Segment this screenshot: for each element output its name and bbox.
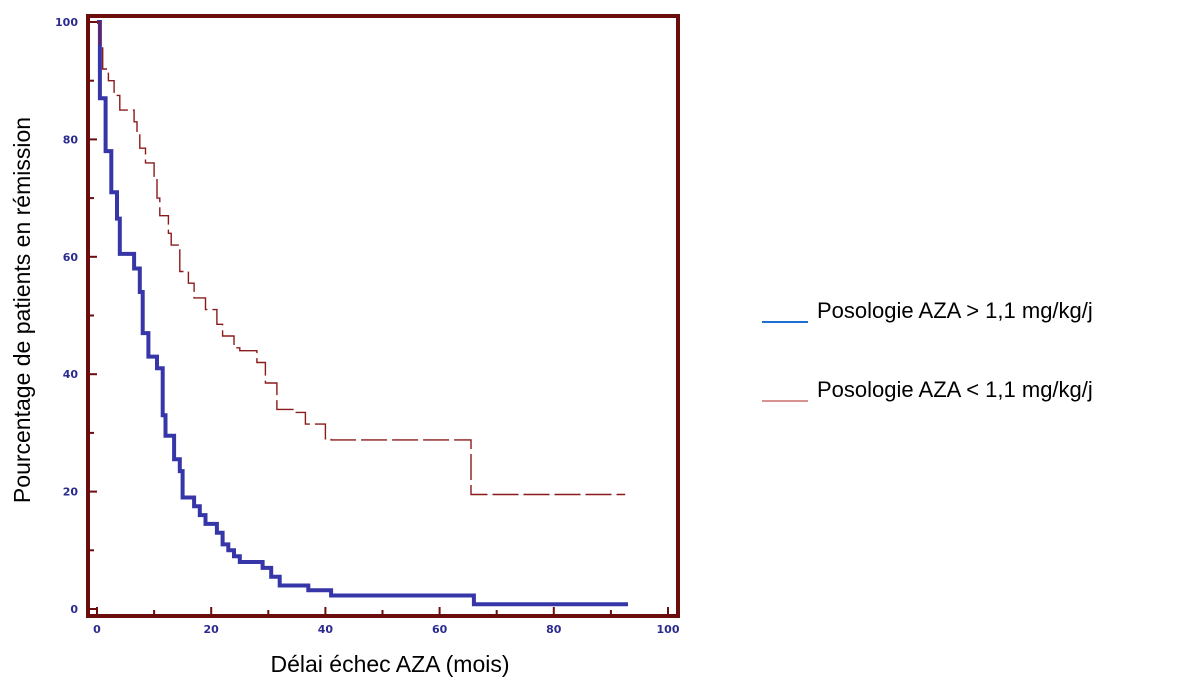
axes: 0 20 40 60 80 100 0 20 40 60 80 100 — [55, 14, 680, 636]
series-line-2 — [97, 21, 626, 496]
y-tick-label: 40 — [63, 368, 79, 381]
x-axis-title: Délai échec AZA (mois) — [270, 651, 509, 677]
legend: Posologie AZA > 1,1 mg/kg/j Posologie AZA… — [762, 298, 1093, 402]
legend-label-1: Posologie AZA > 1,1 mg/kg/j — [817, 298, 1093, 323]
y-tick-label: 20 — [63, 486, 79, 499]
y-tick-label: 0 — [70, 603, 78, 616]
x-tick-label: 20 — [204, 623, 220, 636]
y-tick-label: 100 — [55, 16, 78, 29]
y-tick-label: 60 — [63, 251, 79, 264]
x-tick-label: 40 — [318, 623, 334, 636]
y-axis-title: Pourcentage de patients en rémission — [9, 117, 35, 503]
plot-frame — [86, 14, 680, 618]
series-line-1 — [97, 20, 628, 607]
plot-area — [97, 20, 628, 607]
x-tick-label: 100 — [657, 623, 680, 636]
y-tick-label: 80 — [63, 133, 79, 146]
x-tick-label: 80 — [546, 623, 562, 636]
legend-label-2: Posologie AZA < 1,1 mg/kg/j — [817, 377, 1093, 402]
x-tick-label: 60 — [432, 623, 448, 636]
x-tick-label: 0 — [93, 623, 101, 636]
